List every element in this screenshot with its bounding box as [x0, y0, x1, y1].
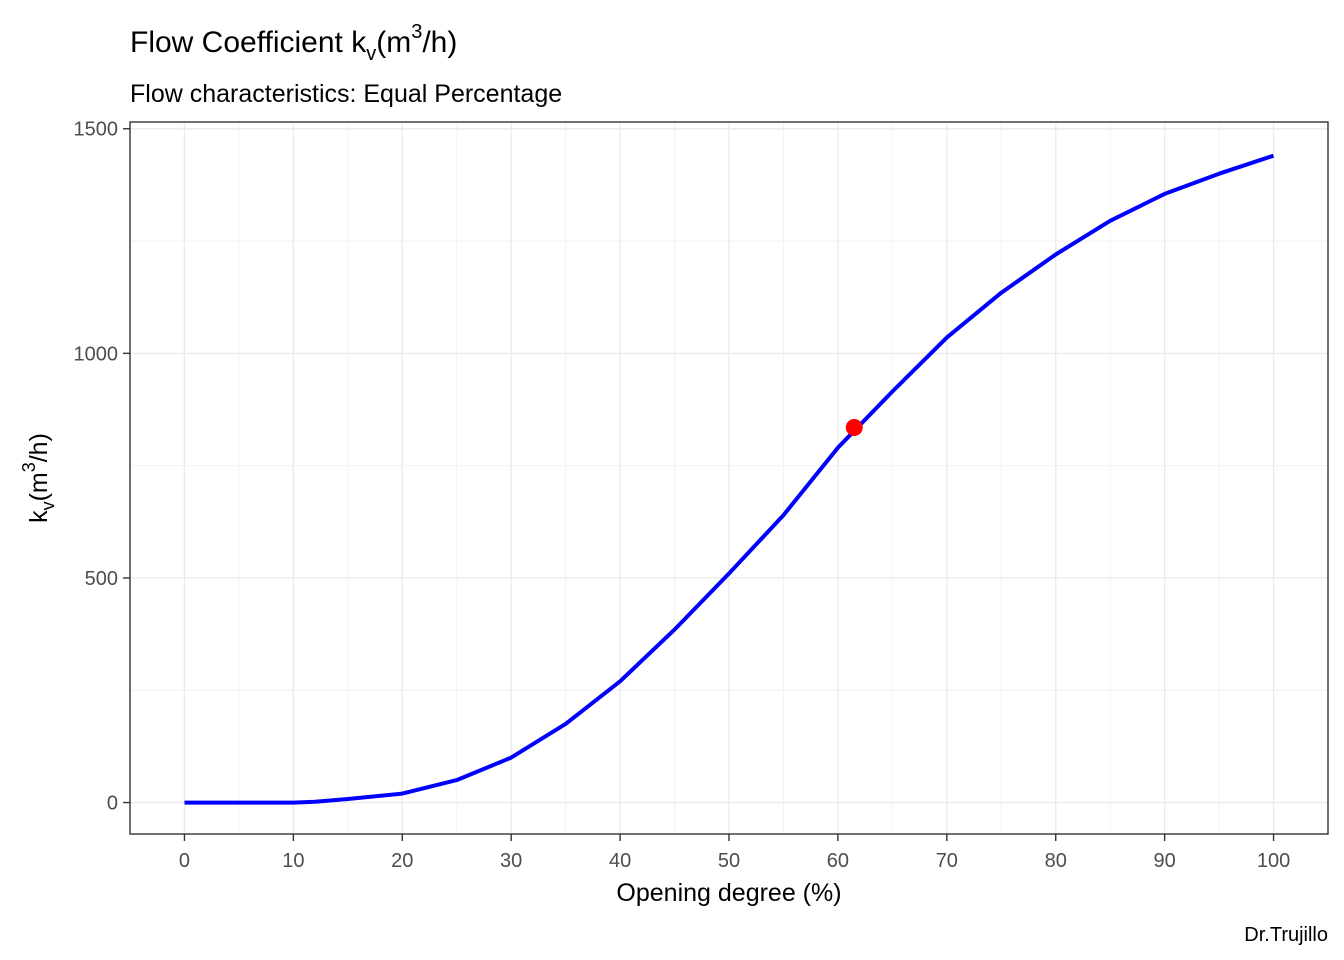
y-tick-label: 0 [107, 793, 118, 815]
x-tick-label: 30 [500, 850, 522, 872]
y-axis-ticks: 0 500 1000 1500 [74, 119, 130, 815]
major-gridlines [130, 122, 1328, 834]
chart-title: Flow Coefficient kv(m3/h) [130, 21, 457, 65]
y-tick-label: 1500 [74, 119, 119, 141]
x-tick-label: 60 [827, 850, 849, 872]
y-tick-label: 500 [85, 568, 118, 590]
x-tick-label: 10 [282, 850, 304, 872]
x-tick-label: 50 [718, 850, 740, 872]
x-tick-label: 90 [1154, 850, 1176, 872]
x-tick-label: 80 [1045, 850, 1067, 872]
y-axis-title: kv(m3/h) [19, 433, 58, 523]
plot-panel [129, 121, 1329, 835]
x-tick-label: 20 [391, 850, 413, 872]
x-tick-label: 100 [1257, 850, 1290, 872]
x-tick-label: 0 [179, 850, 190, 872]
kv-curve [184, 153, 1275, 805]
x-axis-ticks: 0 10 20 30 40 50 60 70 80 90 100 [179, 834, 1290, 872]
chart-caption: Dr.Trujillo [1244, 924, 1328, 946]
x-tick-label: 70 [936, 850, 958, 872]
operating-point [845, 418, 863, 436]
x-tick-label: 40 [609, 850, 631, 872]
x-axis-title: Opening degree (%) [616, 879, 841, 907]
chart-subtitle: Flow characteristics: Equal Percentage [130, 80, 562, 108]
y-tick-label: 1000 [74, 343, 119, 365]
